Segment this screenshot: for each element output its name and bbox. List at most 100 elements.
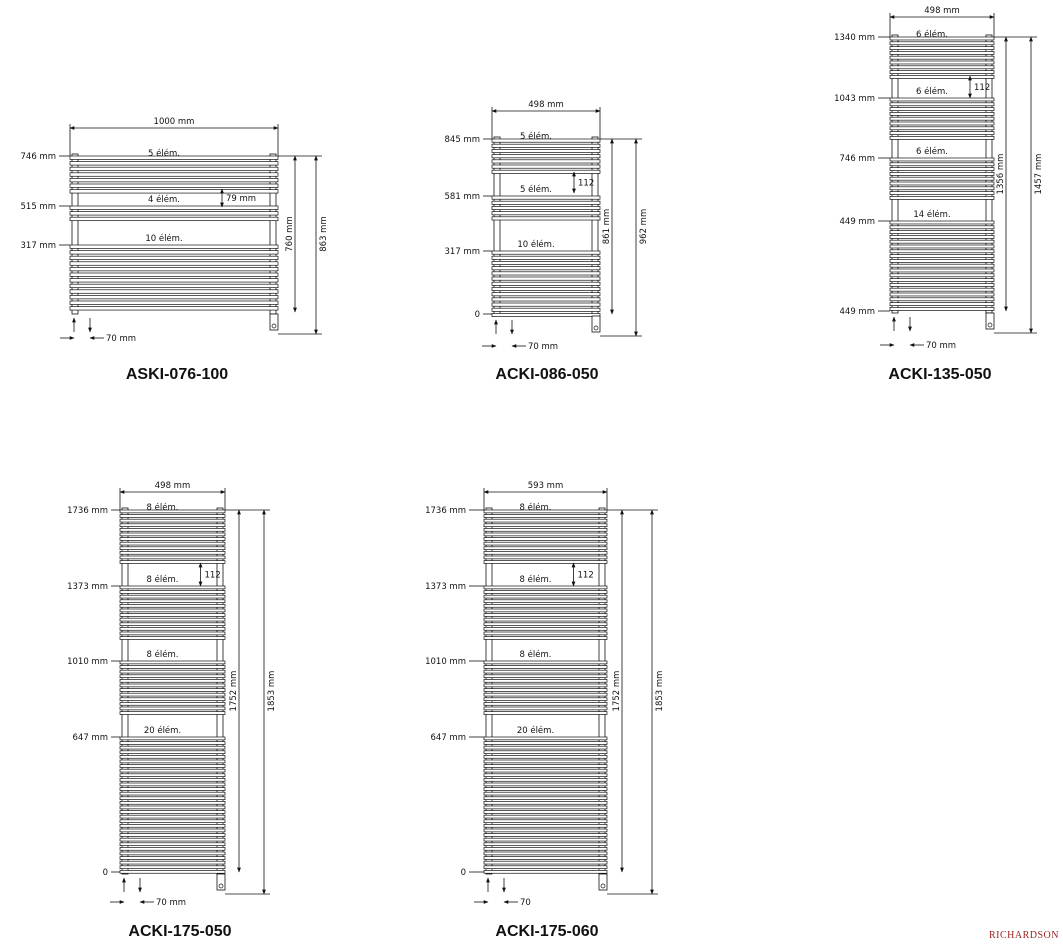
heating-tube [119, 537, 226, 541]
heating-tube [119, 518, 226, 523]
heating-tube [119, 541, 226, 546]
heating-tube [119, 782, 226, 787]
heating-tube [69, 250, 279, 255]
width-label: 498 mm [528, 100, 564, 110]
heating-tube [491, 164, 601, 169]
heating-tube [491, 261, 601, 265]
heating-tube [491, 297, 601, 302]
pitch-label: 79 mm [226, 194, 256, 204]
heating-tube [119, 870, 226, 874]
level-label: 845 mm [445, 135, 481, 145]
heating-tube [889, 157, 995, 162]
heating-tube [889, 220, 995, 225]
richardson-logo: RICHARDSON [988, 930, 1059, 941]
heating-tube [119, 860, 226, 865]
heating-tube [119, 801, 226, 805]
heating-tube [483, 865, 608, 870]
heating-tube [483, 514, 608, 518]
heating-tube [889, 191, 995, 195]
heating-tube [889, 278, 995, 282]
heating-tube [483, 541, 608, 546]
level-label: 746 mm [840, 154, 876, 164]
heating-tube [889, 60, 995, 65]
heating-tube [483, 860, 608, 865]
heating-tube [483, 856, 608, 860]
heating-tube [119, 683, 226, 688]
heating-tube [69, 289, 279, 294]
heating-tube [119, 702, 226, 706]
heating-tube [119, 736, 226, 741]
offset-label: 70 mm [156, 898, 186, 908]
model-title-acki-175-050: ACKI-175-050 [128, 923, 232, 940]
heating-tube [69, 172, 279, 177]
heating-tube [483, 688, 608, 692]
heating-tube [119, 692, 226, 697]
heating-tube [483, 622, 608, 627]
heating-tube [69, 178, 279, 183]
heating-tube [69, 155, 279, 160]
heating-tube [119, 741, 226, 745]
heating-tube [69, 267, 279, 272]
heating-tube [483, 537, 608, 541]
heating-tube [483, 736, 608, 741]
heating-tube [889, 75, 995, 79]
heating-tube [483, 706, 608, 711]
element-count-label: 5 élém. [520, 131, 552, 142]
heating-tube [491, 154, 601, 159]
heating-tube [889, 136, 995, 140]
thermostat-valve [591, 315, 601, 333]
heating-tube [889, 292, 995, 297]
heating-tube [119, 847, 226, 851]
model-title-acki-135-050: ACKI-135-050 [888, 366, 992, 383]
thermostat-valve [216, 873, 226, 891]
element-count-label: 5 élém. [520, 184, 552, 195]
total-height-label: 962 mm [639, 209, 649, 245]
body-height-label: 760 mm [285, 216, 295, 252]
heating-tube [491, 169, 601, 174]
heating-tube [119, 824, 226, 828]
heating-tube [491, 292, 601, 297]
heating-tube [119, 631, 226, 636]
element-count-label: 6 élém. [916, 86, 948, 97]
pitch-label: 112 [974, 83, 990, 93]
thermostat-valve [985, 312, 995, 330]
heating-tube [483, 842, 608, 847]
heating-tube [483, 750, 608, 755]
heating-tube [483, 819, 608, 824]
heating-tube [483, 768, 608, 773]
heating-tube [889, 181, 995, 186]
element-count-label: 10 élém. [145, 233, 182, 244]
heating-tube [119, 665, 226, 669]
element-count-label: 20 élém. [517, 725, 554, 736]
heating-tube [69, 255, 279, 261]
heating-tube [483, 683, 608, 688]
heating-tube [483, 674, 608, 679]
level-label: 1736 mm [67, 506, 108, 516]
heating-tube [889, 162, 995, 167]
heating-tube [491, 313, 601, 317]
pitch-label: 112 [205, 571, 221, 581]
heating-tube [483, 528, 608, 532]
heating-tube [483, 851, 608, 856]
heating-tube [119, 585, 226, 590]
heating-tube [483, 636, 608, 640]
heating-tube [483, 814, 608, 819]
level-label: 1043 mm [834, 94, 875, 104]
base-level-label: 0 [103, 868, 108, 878]
heating-tube [119, 833, 226, 837]
heating-tube [119, 865, 226, 870]
total-height-label: 863 mm [319, 216, 329, 252]
heating-tube [491, 281, 601, 286]
heating-tube [491, 276, 601, 281]
total-height-label: 1457 mm [1034, 154, 1044, 195]
heating-tube [119, 551, 226, 555]
heating-tube [119, 773, 226, 778]
body-height-label: 1752 mm [229, 671, 239, 712]
heating-tube [491, 211, 601, 216]
heating-tube [483, 764, 608, 768]
heating-tube [889, 302, 995, 306]
offset-label: 70 [520, 898, 531, 908]
heating-tube [483, 613, 608, 617]
valve-knob [593, 325, 599, 331]
heating-tube [889, 112, 995, 116]
